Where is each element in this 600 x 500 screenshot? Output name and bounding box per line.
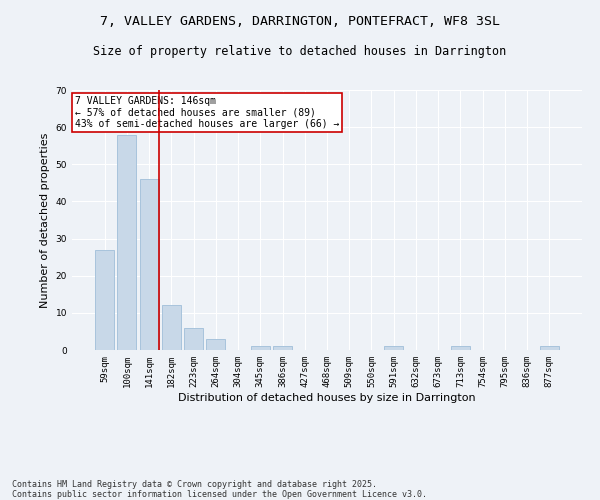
X-axis label: Distribution of detached houses by size in Darrington: Distribution of detached houses by size … <box>178 392 476 402</box>
Bar <box>118 134 136 350</box>
Bar <box>273 346 292 350</box>
Bar <box>184 328 203 350</box>
Bar <box>451 346 470 350</box>
Text: 7, VALLEY GARDENS, DARRINGTON, PONTEFRACT, WF8 3SL: 7, VALLEY GARDENS, DARRINGTON, PONTEFRAC… <box>100 15 500 28</box>
Text: 7 VALLEY GARDENS: 146sqm
← 57% of detached houses are smaller (89)
43% of semi-d: 7 VALLEY GARDENS: 146sqm ← 57% of detach… <box>75 96 339 129</box>
Bar <box>384 346 403 350</box>
Y-axis label: Number of detached properties: Number of detached properties <box>40 132 50 308</box>
Bar <box>95 250 114 350</box>
Text: Size of property relative to detached houses in Darrington: Size of property relative to detached ho… <box>94 45 506 58</box>
Bar <box>140 179 158 350</box>
Bar <box>540 346 559 350</box>
Bar <box>162 306 181 350</box>
Bar <box>206 339 225 350</box>
Bar <box>251 346 270 350</box>
Text: Contains HM Land Registry data © Crown copyright and database right 2025.
Contai: Contains HM Land Registry data © Crown c… <box>12 480 427 499</box>
